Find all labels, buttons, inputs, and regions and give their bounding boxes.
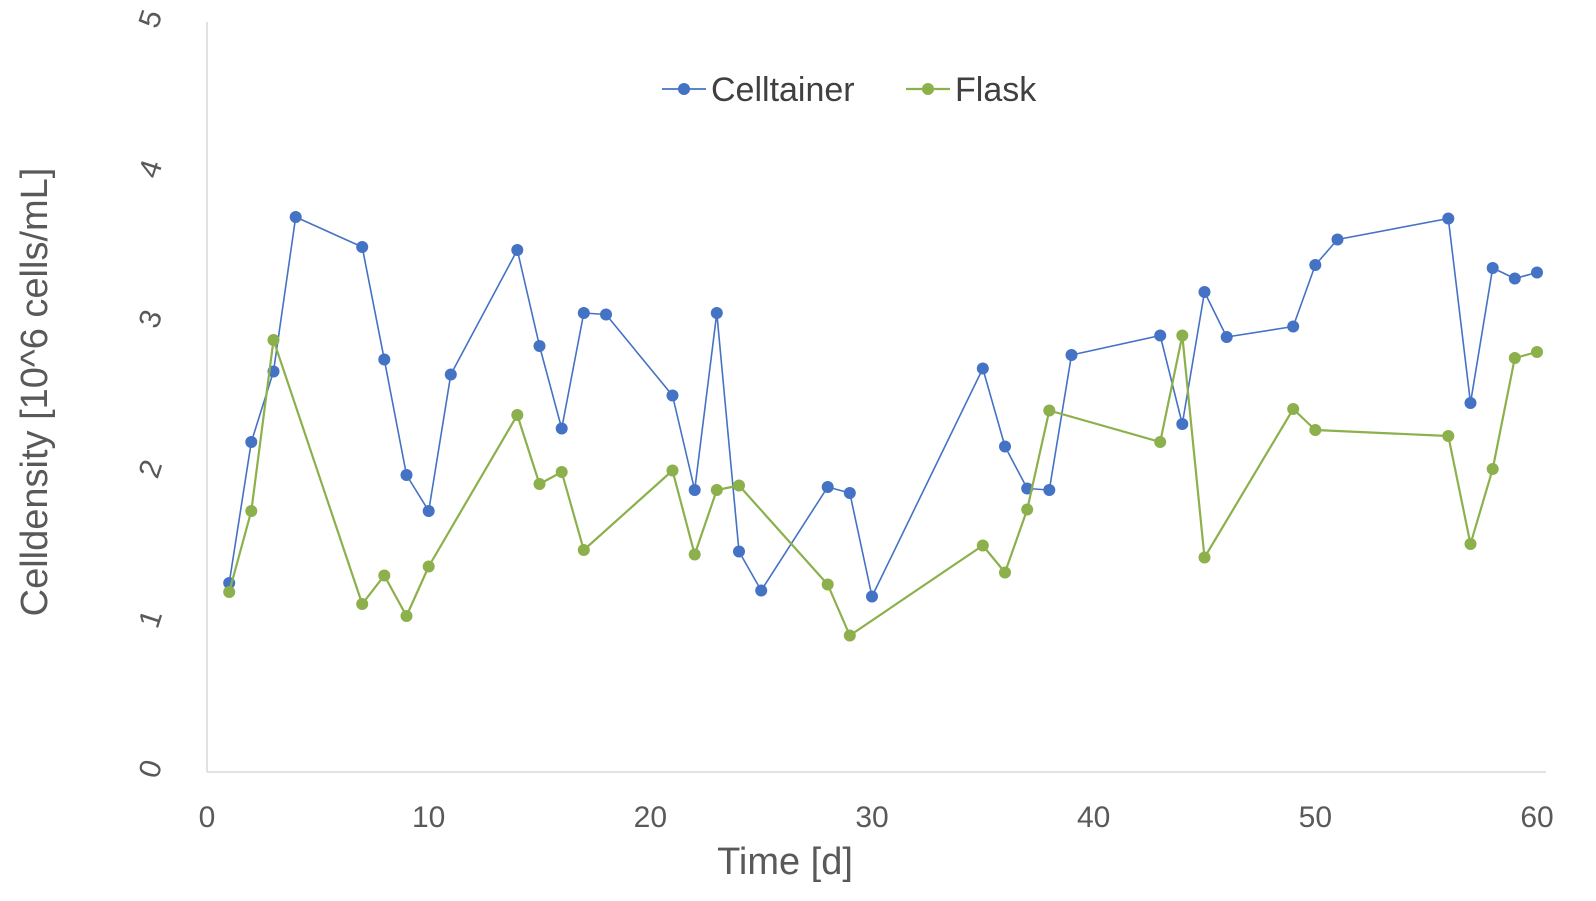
data-point-flask (976, 539, 989, 552)
data-point-celltainer (511, 244, 524, 256)
data-point-celltainer (1287, 320, 1300, 333)
data-point-flask (378, 569, 391, 582)
data-point-flask (1508, 352, 1521, 364)
data-point-flask (733, 479, 745, 492)
x-tick-label: 10 (412, 801, 445, 834)
x-tick-label: 50 (1299, 801, 1332, 834)
y-tick-label: 1 (133, 606, 170, 632)
y-tick-label: 4 (133, 156, 170, 182)
series-layer (223, 211, 1543, 642)
legend-marker-flask (922, 83, 934, 95)
data-point-celltainer (289, 211, 302, 223)
y-tick-labels: 0 1 2 3 4 5 (133, 6, 170, 782)
axes (206, 22, 1546, 773)
data-point-flask (710, 484, 723, 496)
y-tick-label: 3 (133, 306, 170, 332)
data-point-celltainer (1154, 329, 1167, 342)
x-tick-labels: 0 10 20 30 40 50 60 (199, 801, 1554, 834)
data-point-celltainer (533, 340, 546, 352)
data-point-flask (1531, 346, 1543, 358)
data-point-flask (666, 464, 679, 477)
data-point-flask (1486, 463, 1499, 475)
legend-marker-celltainer (678, 83, 690, 95)
data-point-flask (1442, 430, 1455, 442)
x-tick-label: 30 (855, 801, 888, 834)
data-point-celltainer (843, 487, 856, 499)
data-point-flask (1287, 403, 1300, 415)
series-celltainer (223, 211, 1543, 603)
data-point-celltainer (1220, 331, 1233, 343)
data-point-flask (1464, 538, 1477, 550)
x-tick-label: 20 (634, 801, 667, 834)
data-point-celltainer (1531, 266, 1543, 279)
y-tick-label: 0 (133, 756, 170, 782)
data-point-flask (688, 548, 701, 561)
x-tick-label: 0 (199, 801, 216, 834)
data-point-celltainer (577, 307, 590, 319)
data-point-flask (400, 610, 413, 622)
data-point-flask (245, 505, 258, 517)
data-point-flask (821, 578, 834, 591)
data-point-flask (577, 544, 590, 556)
legend-label-flask: Flask (955, 71, 1037, 109)
data-point-celltainer (866, 590, 878, 603)
data-point-celltainer (356, 241, 369, 253)
legend-label-celltainer: Celltainer (711, 71, 855, 109)
data-point-celltainer (600, 308, 612, 321)
x-tick-label: 40 (1077, 801, 1110, 834)
data-point-flask (422, 560, 435, 573)
data-point-celltainer (1065, 349, 1078, 361)
data-point-celltainer (1309, 259, 1322, 271)
series-flask (223, 329, 1543, 642)
x-tick-label: 60 (1520, 801, 1553, 834)
data-point-flask (1198, 551, 1211, 564)
data-point-flask (223, 586, 236, 598)
data-point-flask (555, 466, 568, 478)
data-point-celltainer (1508, 272, 1521, 285)
data-point-celltainer (555, 422, 568, 435)
data-point-celltainer (710, 307, 723, 319)
data-point-flask (1043, 404, 1056, 417)
series-line-celltainer (228, 216, 1538, 598)
y-tick-label: 5 (133, 6, 170, 32)
data-point-flask (1176, 329, 1189, 342)
data-point-celltainer (999, 440, 1011, 453)
data-point-flask (511, 409, 524, 421)
data-point-flask (999, 566, 1011, 579)
data-point-celltainer (1442, 212, 1455, 225)
x-axis-title: Time [d] (717, 841, 853, 883)
data-point-celltainer (422, 505, 435, 517)
data-point-celltainer (666, 389, 679, 402)
series-line-flask (228, 334, 1538, 637)
y-axis-title: Celldensity [10^6 cells/mL] (14, 168, 56, 617)
data-point-celltainer (1464, 397, 1477, 409)
data-point-flask (356, 598, 369, 610)
data-point-celltainer (1176, 418, 1189, 430)
legend-item-celltainer: Celltainer (662, 71, 855, 109)
data-point-celltainer (1043, 484, 1056, 496)
data-point-flask (1021, 503, 1034, 516)
data-point-celltainer (1331, 233, 1344, 246)
data-point-celltainer (976, 362, 989, 375)
data-point-flask (533, 478, 546, 490)
data-point-flask (843, 629, 856, 642)
data-point-celltainer (245, 436, 258, 448)
legend: Celltainer Flask (662, 71, 1037, 109)
data-point-flask (1154, 436, 1167, 448)
legend-item-flask: Flask (906, 71, 1037, 109)
data-point-celltainer (378, 353, 391, 366)
data-point-flask (267, 334, 280, 346)
data-point-celltainer (733, 545, 745, 558)
data-point-celltainer (1486, 262, 1499, 274)
data-point-celltainer (755, 584, 768, 597)
data-point-celltainer (400, 469, 413, 481)
y-tick-label: 2 (133, 456, 170, 482)
data-point-flask (1309, 424, 1322, 436)
data-point-celltainer (1198, 286, 1211, 298)
data-point-celltainer (821, 481, 834, 493)
data-point-celltainer (444, 368, 457, 381)
data-point-celltainer (688, 484, 701, 496)
